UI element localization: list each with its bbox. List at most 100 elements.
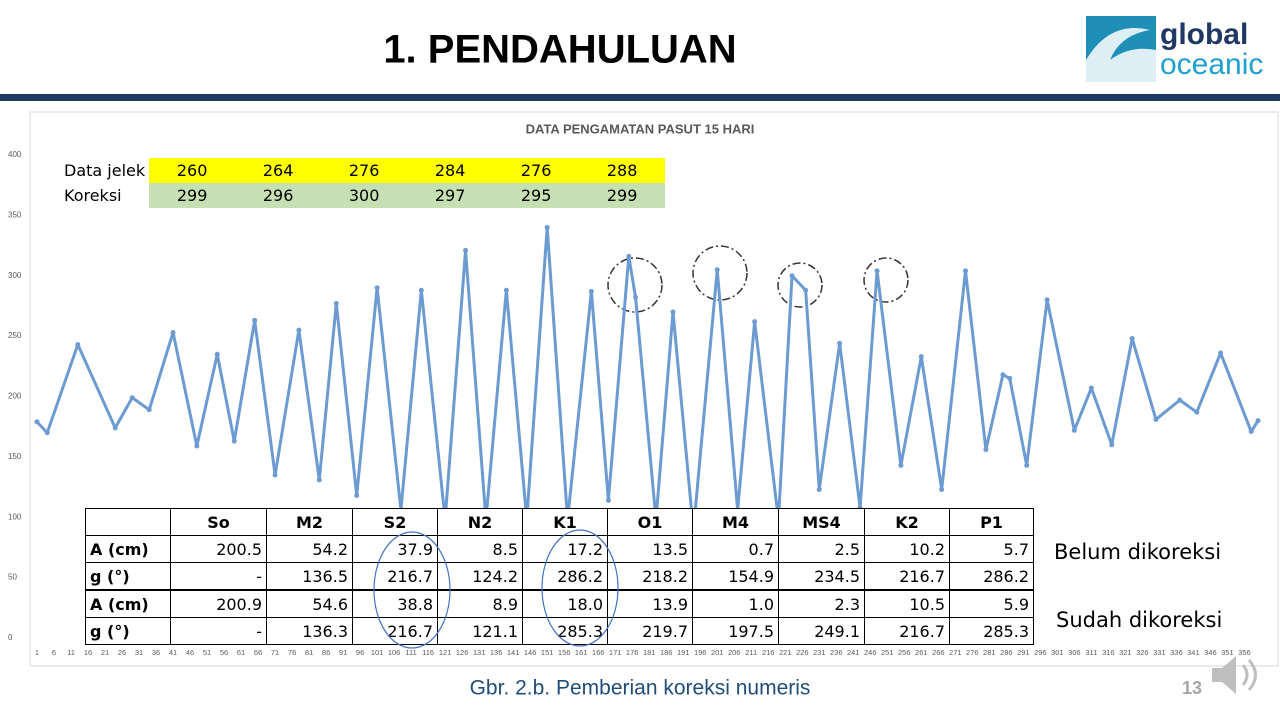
x-tick-label: 236: [830, 648, 843, 657]
table-cell: 219.7: [607, 617, 693, 645]
data-point: [803, 287, 809, 293]
data-point: [1153, 416, 1159, 422]
x-tick-label: 36: [152, 648, 160, 657]
table-cell: 1.0: [692, 589, 779, 618]
table-cell: 38.8: [352, 589, 438, 618]
x-tick-label: 161: [575, 648, 588, 657]
table-cell: 2.5: [778, 535, 865, 563]
header-cell: S2: [352, 508, 438, 536]
x-tick-label: 171: [609, 648, 622, 657]
data-point: [146, 407, 152, 413]
table-cell: 5.9: [949, 589, 1034, 618]
table-row: A (cm) 200.5 54.2 37.9 8.5 17.2 13.5 0.7 2.5 10.2…: [85, 535, 1034, 563]
data-point: [918, 354, 924, 360]
table-cell: 216.7: [352, 562, 438, 591]
table-cell: 260: [149, 158, 236, 183]
table-cell: 154.9: [692, 562, 779, 591]
data-point: [333, 301, 339, 307]
x-tick-label: 126: [456, 648, 469, 657]
x-tick-label: 166: [592, 648, 605, 657]
data-point: [44, 430, 50, 436]
table-cell: 299: [579, 183, 666, 208]
x-tick-label: 51: [203, 648, 211, 657]
data-point: [1000, 372, 1006, 378]
x-tick-label: 181: [643, 648, 656, 657]
table-cell: 10.2: [864, 535, 950, 563]
header-cell: So: [170, 508, 267, 536]
table-cell: 296: [235, 183, 322, 208]
table-cell: 136.3: [266, 617, 353, 645]
header-row: So M2 S2 N2 K1 O1 M4 MS4 K2 P1: [85, 508, 1034, 536]
table-cell: 10.5: [864, 589, 950, 618]
table-row: g (°) -136.5 216.7 124.2 286.2 218.2 154.9 234.…: [85, 562, 1034, 591]
data-point: [214, 351, 220, 357]
x-tick-label: 351: [1221, 648, 1234, 657]
table-cell: 124.2: [437, 562, 523, 591]
x-tick-label: 76: [288, 648, 296, 657]
table-cell: 5.7: [949, 535, 1034, 563]
table-cell: 18.0: [522, 589, 608, 618]
data-point: [837, 340, 843, 346]
data-point: [170, 330, 176, 336]
table-cell: 216.7: [352, 617, 438, 645]
table-cell: 285.3: [522, 617, 608, 645]
table-cell: 276: [493, 158, 580, 183]
table-cell: -: [170, 617, 267, 645]
x-tick-label: 226: [796, 648, 809, 657]
table-cell: 0.7: [692, 535, 779, 563]
table-cell: 37.9: [352, 535, 438, 563]
table-cell: 285.3: [949, 617, 1034, 645]
table-row: g (°) -136.3 216.7 121.1 285.3 219.7 197.5 249.…: [85, 617, 1034, 645]
data-point: [670, 309, 676, 315]
table-cell: Data jelek: [64, 161, 146, 180]
header-cell: K1: [522, 508, 608, 536]
data-point: [983, 447, 989, 453]
x-tick-label: 266: [932, 648, 945, 657]
data-point: [503, 287, 509, 293]
x-tick-label: 136: [490, 648, 503, 657]
x-tick-label: 186: [660, 648, 673, 657]
note: Belum dikoreksi: [1054, 540, 1222, 564]
data-point: [1109, 442, 1115, 448]
table-cell: 121.1: [437, 617, 523, 645]
y-tick-label: 350: [8, 210, 22, 219]
header-cell: [85, 508, 171, 536]
table-cell: 249.1: [778, 617, 865, 645]
table-cell: 300: [321, 183, 408, 208]
table-cell: 200.5: [170, 535, 267, 563]
header-cell: K2: [864, 508, 950, 536]
header-cell: M2: [266, 508, 353, 536]
data-point: [1129, 336, 1135, 342]
data-point: [898, 462, 904, 468]
data-point: [354, 493, 360, 499]
data-point: [714, 267, 720, 273]
caption: Gbr. 2.b. Pemberian koreksi numeris: [470, 677, 811, 700]
header-cell: M4: [692, 508, 779, 536]
header-cell: MS4: [778, 508, 865, 536]
data-point: [963, 268, 969, 274]
x-tick-label: 261: [915, 648, 928, 657]
logo-wave: [1086, 28, 1156, 82]
x-tick-label: 81: [305, 648, 313, 657]
data-point: [194, 443, 200, 449]
x-tick-label: 11: [67, 648, 75, 657]
x-tick-label: 6: [52, 648, 56, 657]
y-tick-label: 300: [8, 271, 22, 280]
header-bar: [0, 94, 1280, 101]
x-tick-label: 256: [898, 648, 911, 657]
data-point: [374, 285, 380, 291]
x-tick-label: 46: [186, 648, 194, 657]
x-tick-label: 286: [1000, 648, 1013, 657]
x-tick-label: 61: [237, 648, 245, 657]
table-cell: 276: [321, 158, 408, 183]
x-tick-label: 326: [1136, 648, 1149, 657]
x-tick-label: 321: [1119, 648, 1132, 657]
data-point: [252, 317, 258, 323]
table-cell: 264: [235, 158, 322, 183]
data-point: [1177, 397, 1183, 403]
data-point: [418, 287, 424, 293]
x-tick-label: 156: [558, 648, 571, 657]
y-tick-label: 0: [8, 633, 13, 642]
x-tick-label: 96: [356, 648, 364, 657]
table-cell: 216.7: [864, 562, 950, 591]
